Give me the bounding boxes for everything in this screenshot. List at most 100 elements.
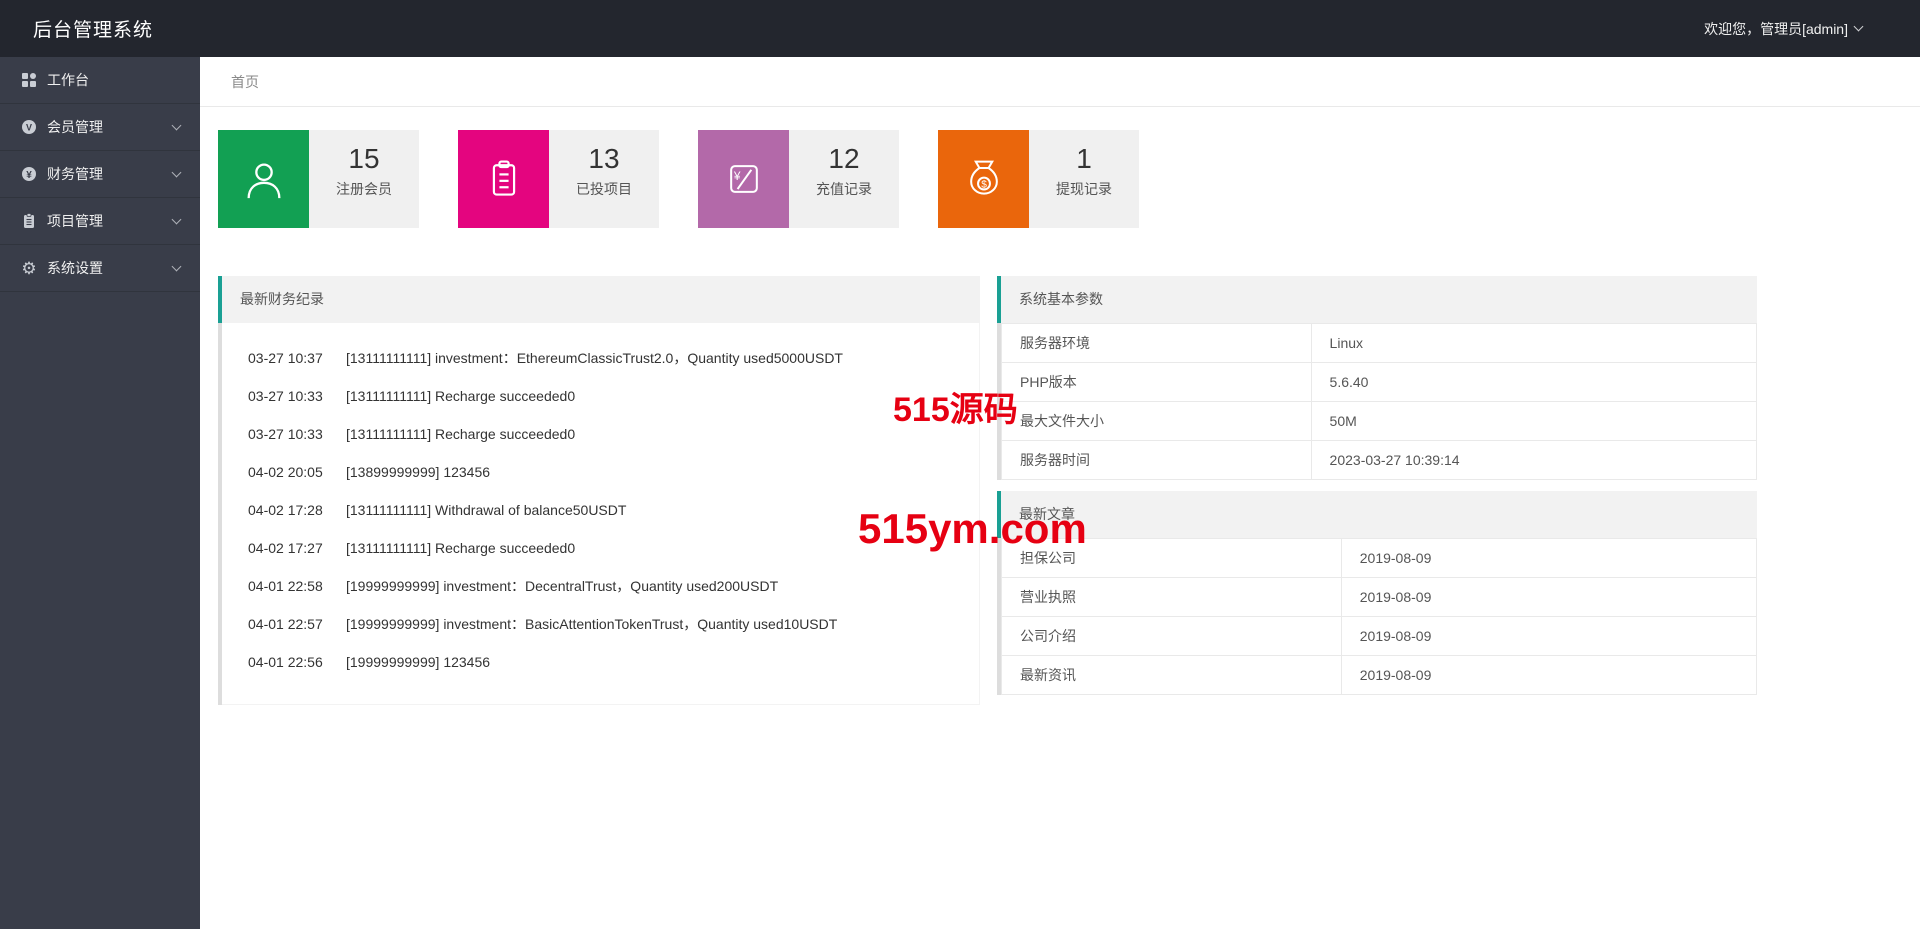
record-time: 04-02 17:27 (248, 540, 323, 556)
params-table: 服务器环境 Linux PHP版本 5.6.40 最大文件大 (1001, 323, 1758, 480)
app-header: 后台管理系统 欢迎您，管理员[admin] (0, 0, 1920, 57)
user-icon (218, 130, 309, 228)
stat-value: 15 (348, 143, 380, 174)
breadcrumb: 首页 (200, 57, 1920, 107)
sidebar-item-projects[interactable]: 项目管理 (0, 198, 200, 245)
stat-info: 15 注册会员 (309, 130, 419, 228)
record-time: 04-02 20:05 (248, 464, 323, 480)
sidebar-item-workbench[interactable]: 工作台 (0, 57, 200, 104)
sidebar-item-finance[interactable]: ¥ 财务管理 (0, 151, 200, 198)
record: 03-27 10:33 [13111111111] Recharge succe… (222, 415, 979, 453)
table-row: 最新资讯 2019-08-09 (1001, 655, 1758, 695)
user-menu-label: 欢迎您，管理员[admin] (1704, 20, 1848, 37)
record: 04-01 22:58 [19999999999] investment：Dec… (222, 567, 979, 605)
table-row: 最大文件大小 50M (1001, 401, 1758, 441)
table-row: 营业执照 2019-08-09 (1001, 577, 1758, 617)
record-text: [19999999999] investment：BasicAttentionT… (346, 616, 838, 632)
param-label: PHP版本 (1001, 362, 1312, 402)
record: 04-01 22:57 [19999999999] investment：Bas… (222, 605, 979, 643)
table-row: 服务器时间 2023-03-27 10:39:14 (1001, 440, 1758, 480)
param-value: Linux (1310, 323, 1758, 363)
record-time: 04-01 22:56 (248, 654, 323, 670)
stats-row: 15 注册会员 13 已投项目 (218, 130, 1920, 228)
record-text: [19999999999] investment：DecentralTrust，… (346, 578, 779, 594)
sidebar-item-label: 项目管理 (47, 213, 103, 229)
record-text: [13111111111] Withdrawal of balance50USD… (346, 502, 627, 518)
record: 04-02 17:28 [13111111111] Withdrawal of … (222, 491, 979, 529)
sidebar-item-label: 系统设置 (47, 260, 103, 276)
record: 03-27 10:37 [13111111111] investment：Eth… (222, 339, 979, 377)
record: 04-02 20:05 [13899999999] 123456 (222, 453, 979, 491)
param-value: 2023-03-27 10:39:14 (1310, 440, 1758, 480)
article-label: 担保公司 (1001, 538, 1342, 578)
record: 04-02 17:27 [13111111111] Recharge succe… (222, 529, 979, 567)
stat-card-recharge[interactable]: ¥ 12 充值记录 (698, 130, 899, 228)
svg-text:¥: ¥ (26, 170, 32, 181)
record-text: [13111111111] Recharge succeeded0 (346, 540, 576, 556)
table-row: 公司介绍 2019-08-09 (1001, 616, 1758, 656)
record: 04-01 22:56 [19999999999] 123456 (222, 643, 979, 681)
svg-text:$: $ (981, 179, 987, 190)
param-value: 50M (1310, 401, 1758, 441)
param-label: 最大文件大小 (1001, 401, 1312, 441)
content-area: 15 注册会员 13 已投项目 (200, 107, 1920, 705)
table-row: 担保公司 2019-08-09 (1001, 538, 1758, 578)
stat-info: 12 充值记录 (789, 130, 899, 228)
article-label: 营业执照 (1001, 577, 1342, 617)
stat-label: 提现记录 (1056, 181, 1112, 197)
article-date: 2019-08-09 (1340, 655, 1758, 695)
sidebar-item-label: 财务管理 (47, 166, 103, 182)
record-text: [13111111111] Recharge succeeded0 (346, 388, 576, 404)
record: 03-27 10:33 [13111111111] Recharge succe… (222, 377, 979, 415)
record-time: 04-01 22:57 (248, 616, 323, 632)
stat-card-withdraw[interactable]: $ 1 提现记录 (938, 130, 1139, 228)
app-title: 后台管理系统 (33, 20, 154, 41)
sidebar-item-members[interactable]: V 会员管理 (0, 104, 200, 151)
article-date: 2019-08-09 (1340, 577, 1758, 617)
record-time: 04-02 17:28 (248, 502, 323, 518)
article-label: 最新资讯 (1001, 655, 1342, 695)
stat-card-members[interactable]: 15 注册会员 (218, 130, 419, 228)
param-value: 5.6.40 (1310, 362, 1758, 402)
svg-text:V: V (26, 123, 32, 133)
param-label: 服务器时间 (1001, 440, 1312, 480)
svg-text:¥: ¥ (732, 169, 740, 183)
record-time: 04-01 22:58 (248, 578, 323, 594)
article-date: 2019-08-09 (1340, 616, 1758, 656)
article-date: 2019-08-09 (1340, 538, 1758, 578)
right-column: 系统基本参数 服务器环境 Linux PHP版本 (997, 276, 1758, 705)
record-list: 03-27 10:37 [13111111111] investment：Eth… (222, 323, 980, 705)
record-time: 03-27 10:33 (248, 388, 323, 404)
chevron-down-icon (171, 261, 182, 271)
moneybag-icon: $ (938, 130, 1029, 228)
article-label: 公司介绍 (1001, 616, 1342, 656)
panels-row: 最新财务纪录 03-27 10:37 [13111111111] investm… (218, 276, 1920, 705)
chevron-down-icon (171, 120, 182, 130)
project-icon (20, 212, 38, 230)
yen-slash-icon: ¥ (698, 130, 789, 228)
articles-panel-title: 最新文章 (997, 491, 1757, 538)
record-text: [13111111111] Recharge succeeded0 (346, 426, 576, 442)
sidebar-item-label: 会员管理 (47, 119, 103, 135)
member-icon: V (20, 118, 38, 136)
finance-panel: 最新财务纪录 03-27 10:37 [13111111111] investm… (218, 276, 980, 705)
breadcrumb-home[interactable]: 首页 (231, 74, 259, 90)
sidebar-item-settings[interactable]: ⚙ 系统设置 (0, 245, 200, 292)
stat-label: 充值记录 (816, 181, 872, 197)
chevron-down-icon (171, 167, 182, 177)
finance-panel-title: 最新财务纪录 (218, 276, 980, 323)
param-label: 服务器环境 (1001, 323, 1312, 363)
chevron-down-icon (171, 214, 182, 224)
stat-value: 13 (588, 143, 620, 174)
stat-info: 13 已投项目 (549, 130, 659, 228)
articles-panel: 最新文章 担保公司 2019-08-09 营业执照 (997, 491, 1758, 695)
finance-icon: ¥ (20, 165, 38, 183)
stat-card-projects[interactable]: 13 已投项目 (458, 130, 659, 228)
stat-label: 已投项目 (576, 181, 632, 197)
user-menu[interactable]: 欢迎您，管理员[admin] (1704, 19, 1920, 39)
stat-value: 12 (828, 143, 860, 174)
sidebar-item-label: 工作台 (47, 72, 89, 88)
main-area: 首页 15 注册会员 (200, 57, 1920, 929)
watermark-1: 515源码 (893, 391, 1018, 429)
system-panel: 系统基本参数 服务器环境 Linux PHP版本 (997, 276, 1758, 480)
